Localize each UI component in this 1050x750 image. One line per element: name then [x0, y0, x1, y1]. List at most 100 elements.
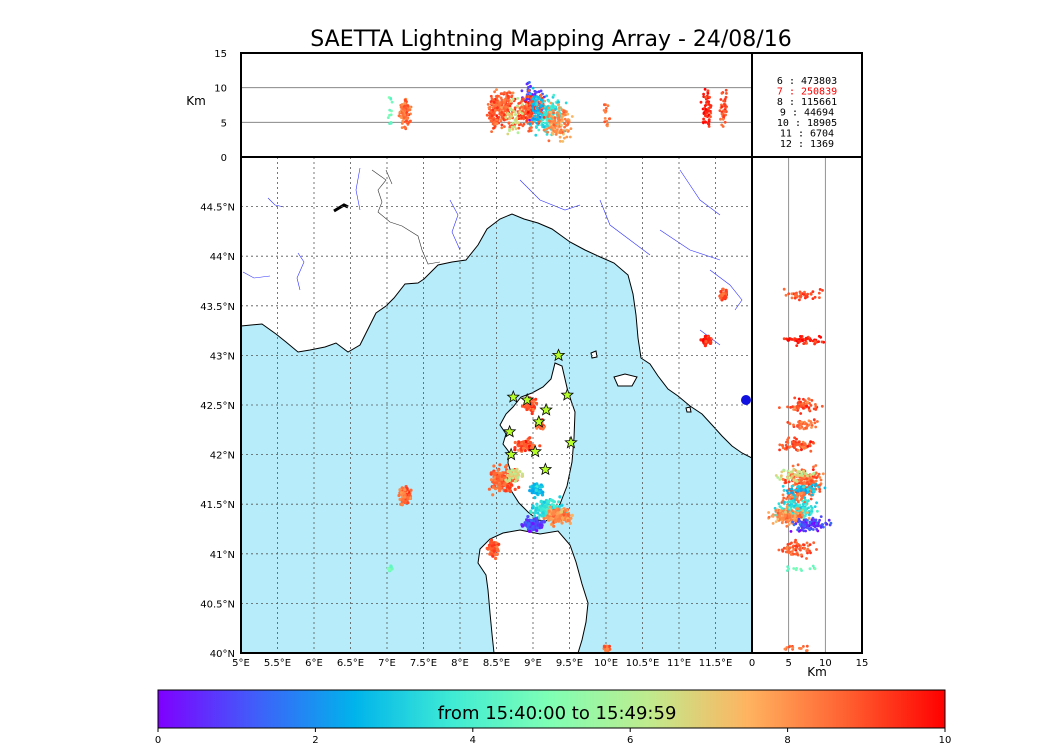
latitude-tick-label: 42°N — [210, 451, 235, 462]
map-source-point — [403, 488, 407, 492]
side-source-point — [815, 528, 819, 531]
map-source-point — [530, 518, 534, 523]
side-source-point — [820, 404, 824, 408]
map-source-point — [528, 436, 532, 440]
top-source-point — [606, 104, 610, 107]
top-source-point — [554, 121, 558, 125]
side-source-point — [807, 406, 811, 410]
map-source-point — [493, 473, 497, 477]
top-source-point — [533, 114, 537, 118]
side-source-point — [790, 484, 794, 488]
top-source-point — [503, 125, 506, 128]
map-source-point — [526, 525, 530, 529]
station-star-icon — [532, 414, 546, 428]
top-source-point — [520, 116, 523, 120]
top-source-point — [408, 108, 412, 112]
side-source-point — [805, 422, 808, 425]
side-source-point — [789, 406, 792, 409]
side-source-point — [790, 518, 794, 521]
top-source-point — [525, 103, 528, 106]
station-star-icon — [520, 392, 534, 406]
map-source-point — [538, 513, 542, 517]
latitude-tick-label: 41.5°N — [200, 500, 235, 511]
top-source-point — [492, 120, 496, 124]
side-source-point — [790, 509, 794, 512]
top-source-point — [510, 112, 513, 115]
side-source-point — [806, 523, 810, 527]
station-separator: : — [783, 87, 801, 98]
top-source-point — [720, 91, 724, 95]
side-source-point — [793, 514, 797, 518]
side-source-point — [792, 552, 795, 556]
top-source-point — [709, 109, 712, 113]
side-source-point — [798, 520, 802, 523]
top-source-point — [514, 113, 518, 116]
side-source-point — [787, 523, 791, 526]
side-source-point — [812, 541, 816, 545]
station-separator: : — [786, 108, 804, 119]
side-source-point — [791, 545, 795, 549]
side-source-point — [811, 528, 815, 531]
map-source-point — [535, 526, 540, 530]
top-source-point — [518, 101, 522, 105]
top-source-point — [520, 105, 523, 109]
map-source-point — [520, 442, 524, 446]
side-source-point — [811, 440, 815, 444]
top-source-point — [402, 116, 406, 120]
top-source-point — [398, 110, 402, 114]
top-source-point — [702, 121, 705, 125]
latitude-tick-label: 44.5°N — [200, 203, 235, 214]
top-source-point — [560, 108, 564, 112]
side-source-point — [811, 472, 815, 476]
station-number: 11 — [780, 129, 792, 140]
side-source-point — [781, 484, 785, 488]
map-source-point — [560, 503, 564, 507]
side-source-point — [813, 505, 817, 508]
top-source-point — [531, 104, 535, 108]
map-source-point — [608, 647, 612, 651]
longitude-tick-label: 9.5°E — [556, 658, 583, 669]
side-source-point — [795, 482, 799, 486]
top-source-point — [546, 124, 549, 128]
top-source-point — [531, 114, 535, 118]
top-source-point — [724, 88, 728, 92]
side-source-point — [791, 474, 794, 478]
side-source-point — [787, 645, 791, 649]
top-source-point — [528, 115, 532, 119]
map-source-point — [487, 487, 491, 491]
map-source-point — [529, 509, 533, 513]
top-source-point — [704, 120, 708, 124]
top-source-point — [388, 108, 392, 112]
map-source-point — [540, 493, 545, 497]
top-source-point — [518, 110, 522, 114]
top-source-point — [511, 91, 515, 95]
top-source-point — [515, 121, 519, 124]
side-source-point — [790, 504, 794, 508]
top-source-point — [386, 116, 390, 119]
top-source-point — [492, 100, 496, 104]
side-source-point — [804, 503, 808, 507]
map-source-point — [568, 521, 572, 526]
side-source-point — [799, 487, 803, 491]
top-source-point — [534, 133, 538, 137]
side-source-point — [782, 337, 786, 341]
top-source-point — [528, 118, 531, 122]
station-count-value: 250839 — [801, 87, 837, 98]
side-source-point — [779, 509, 782, 513]
top-source-point — [510, 94, 514, 98]
station-count-row: 9 : 44694 — [780, 108, 834, 119]
longitude-tick-label: 8°E — [451, 658, 469, 669]
side-panel-altitude-label: Km — [807, 665, 827, 679]
map-source-point — [509, 472, 514, 477]
top-source-point — [490, 102, 494, 106]
top-source-point — [548, 123, 552, 127]
side-source-point — [819, 478, 823, 482]
station-star-icon — [564, 435, 578, 449]
top-source-point — [725, 92, 728, 95]
top-source-point — [707, 125, 711, 128]
side-source-point — [807, 506, 810, 510]
station-count-value: 6704 — [810, 129, 834, 140]
side-source-point — [810, 399, 814, 402]
map-source-point — [723, 294, 727, 298]
side-source-point — [803, 342, 806, 345]
